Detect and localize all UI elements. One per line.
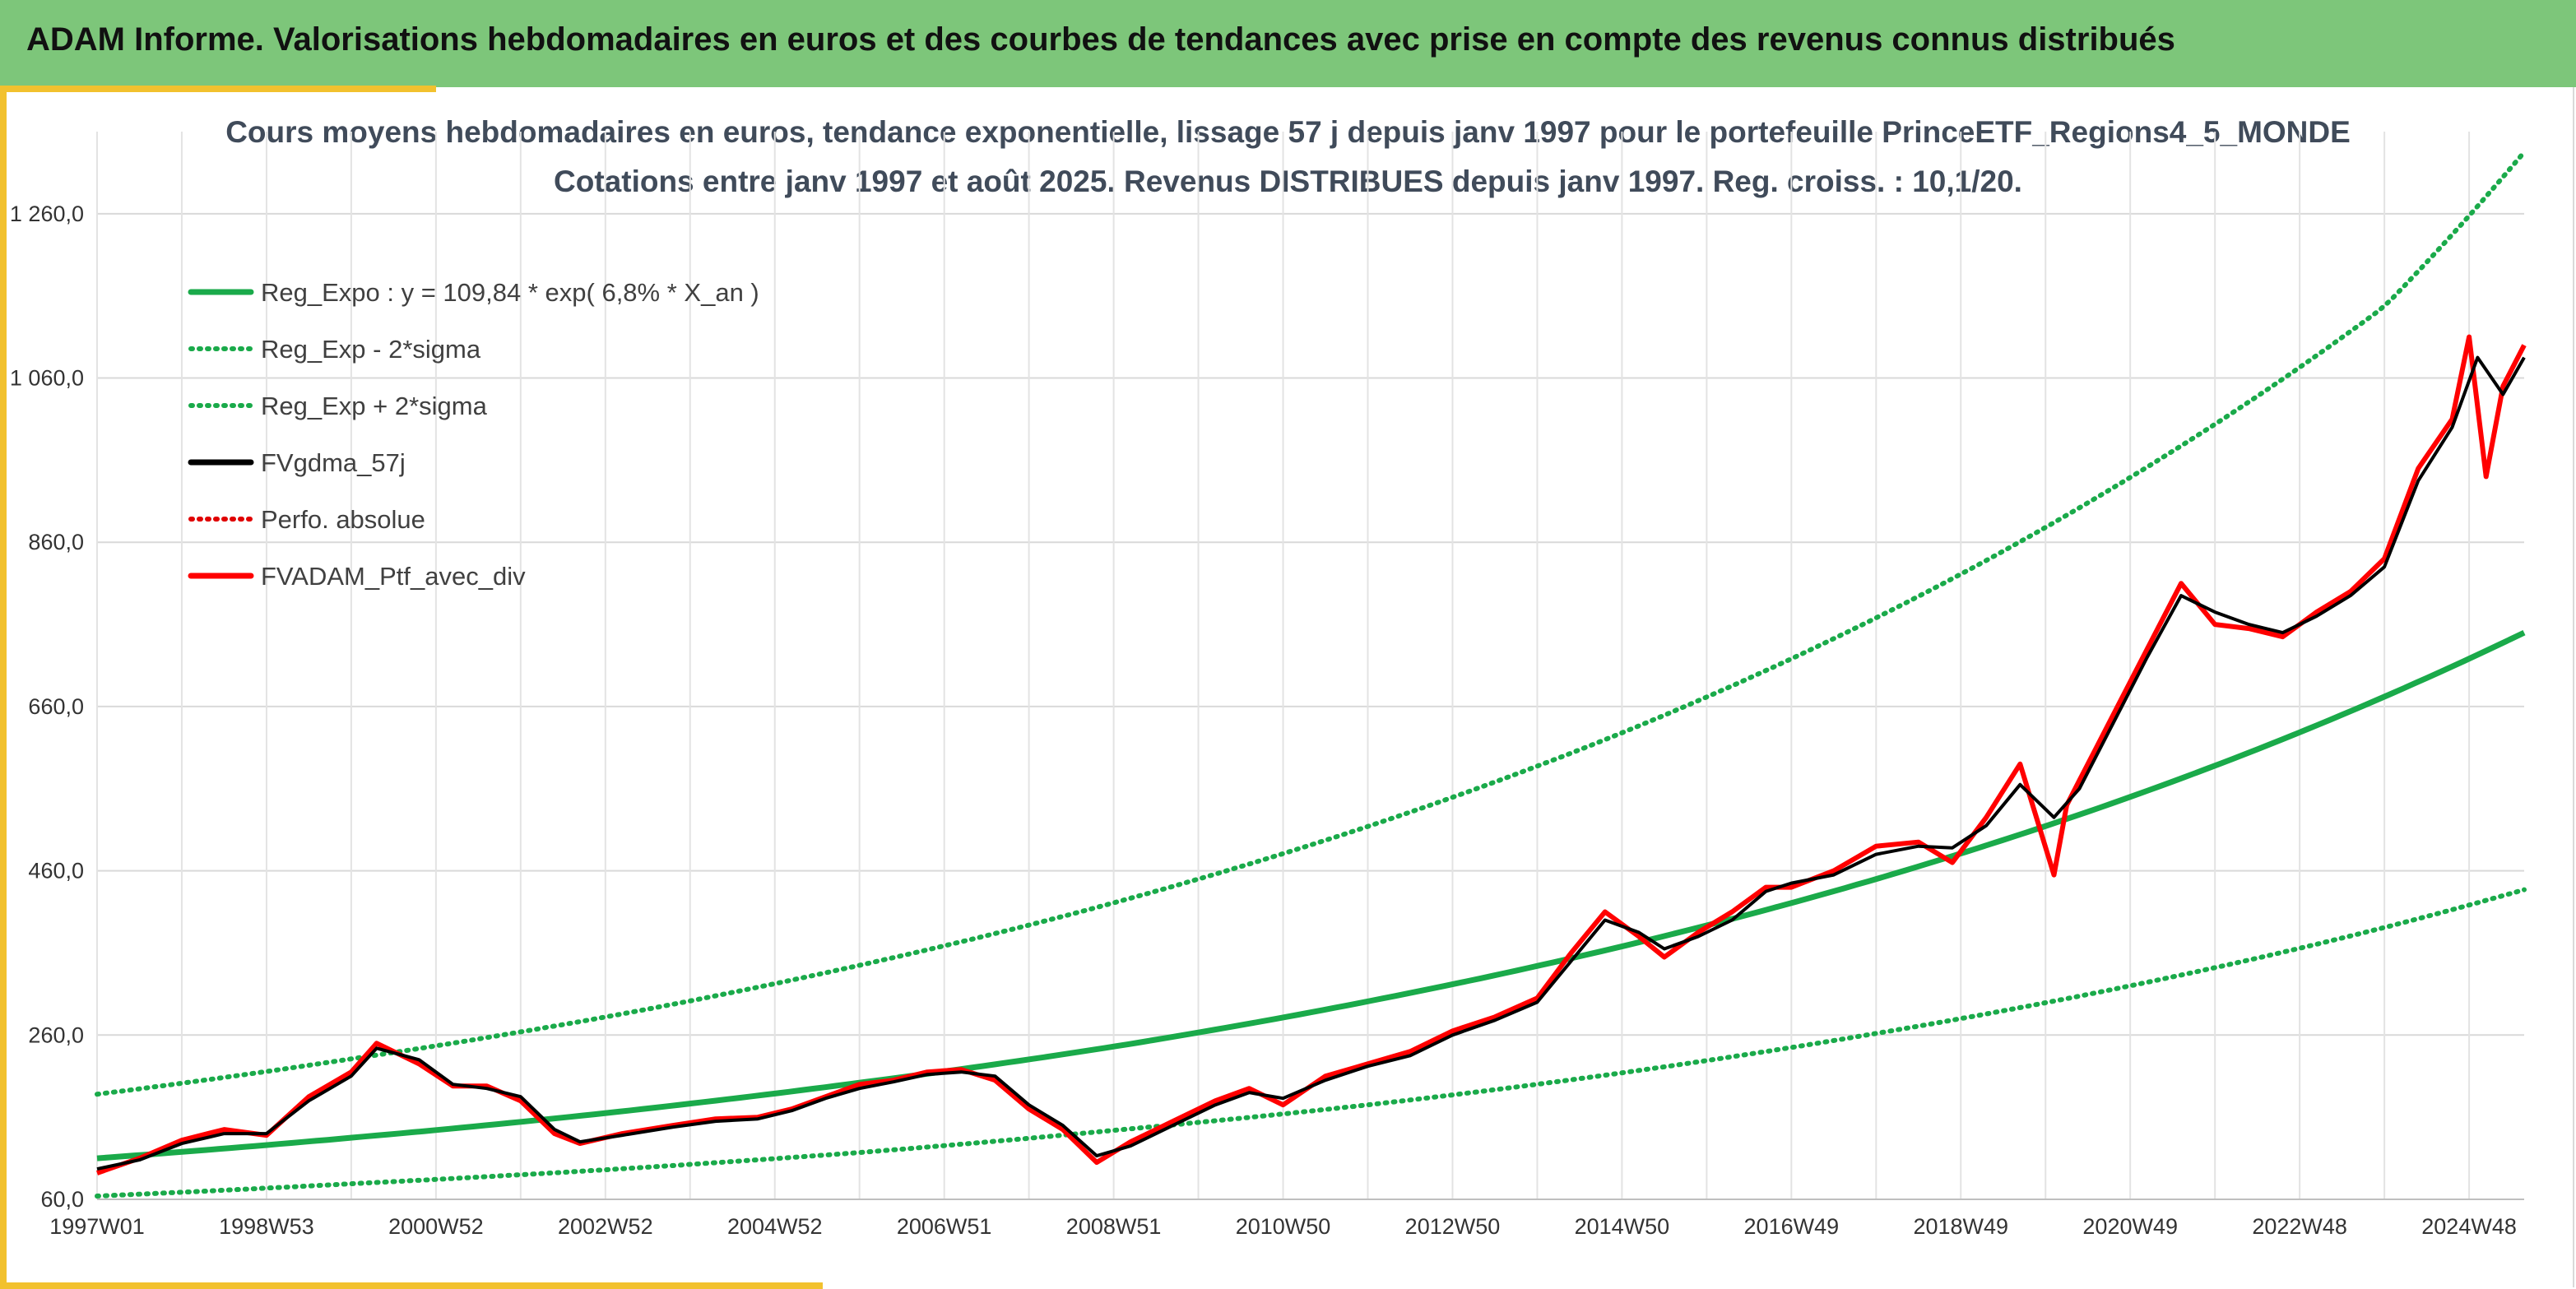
chart-subtitle: Cotations entre janv 1997 et août 2025. … xyxy=(554,165,2022,198)
legend-label: FVADAM_Ptf_avec_div xyxy=(261,562,526,591)
header-banner: ADAM Informe. Valorisations hebdomadaire… xyxy=(0,0,2576,87)
x-tick-label: 1998W53 xyxy=(219,1214,314,1239)
x-tick-label: 2018W49 xyxy=(1913,1214,2008,1239)
legend-label: Reg_Exp - 2*sigma xyxy=(261,335,481,364)
y-tick-label: 1 260,0 xyxy=(10,202,84,226)
y-tick-label: 460,0 xyxy=(28,859,84,883)
x-tick-label: 2010W50 xyxy=(1236,1214,1331,1239)
x-tick-label: 2016W49 xyxy=(1744,1214,1840,1239)
legend-label: Reg_Exp + 2*sigma xyxy=(261,392,488,420)
x-tick-label: 2006W51 xyxy=(897,1214,992,1239)
series-reg-exp-plus-2sigma xyxy=(95,150,2527,1097)
x-tick-label: 2024W48 xyxy=(2421,1214,2517,1239)
x-tick-label: 2020W49 xyxy=(2082,1214,2178,1239)
x-tick-label: 2002W52 xyxy=(558,1214,653,1239)
series-fvadam-ptf-avec-div xyxy=(96,334,2527,1175)
x-tick-label: 2012W50 xyxy=(1405,1214,1501,1239)
accent-bar-bottom xyxy=(0,1282,823,1289)
x-tick-label: 2004W52 xyxy=(727,1214,823,1239)
x-tick-label: 2000W52 xyxy=(388,1214,484,1239)
legend-label: FVgdma_57j xyxy=(261,448,406,477)
x-tick-label: 2022W48 xyxy=(2252,1214,2347,1239)
series-fvgdma-57j xyxy=(96,355,2526,1171)
legend-label: Reg_Expo : y = 109,84 * exp( 6,8% * X_an… xyxy=(261,278,759,307)
y-tick-label: 1 060,0 xyxy=(10,366,84,391)
y-tick-label: 260,0 xyxy=(28,1022,84,1047)
y-tick-label: 860,0 xyxy=(28,530,84,554)
x-tick-label: 2014W50 xyxy=(1575,1214,1670,1239)
y-tick-label: 660,0 xyxy=(28,694,84,719)
chart-title: Cours moyens hebdomadaires en euros, ten… xyxy=(225,115,2351,149)
x-tick-label: 1997W01 xyxy=(49,1214,145,1239)
accent-bar-top xyxy=(0,86,436,92)
accent-bar-left xyxy=(0,86,7,1289)
page-title: ADAM Informe. Valorisations hebdomadaire… xyxy=(26,21,2175,58)
chart-frame xyxy=(7,87,2574,1287)
legend-label: Perfo. absolue xyxy=(261,505,425,534)
y-tick-label: 60,0 xyxy=(40,1187,84,1212)
series-reg-exp-minus-2sigma xyxy=(95,887,2527,1199)
x-tick-label: 2008W51 xyxy=(1066,1214,1162,1239)
series-reg-expo xyxy=(96,629,2526,1161)
